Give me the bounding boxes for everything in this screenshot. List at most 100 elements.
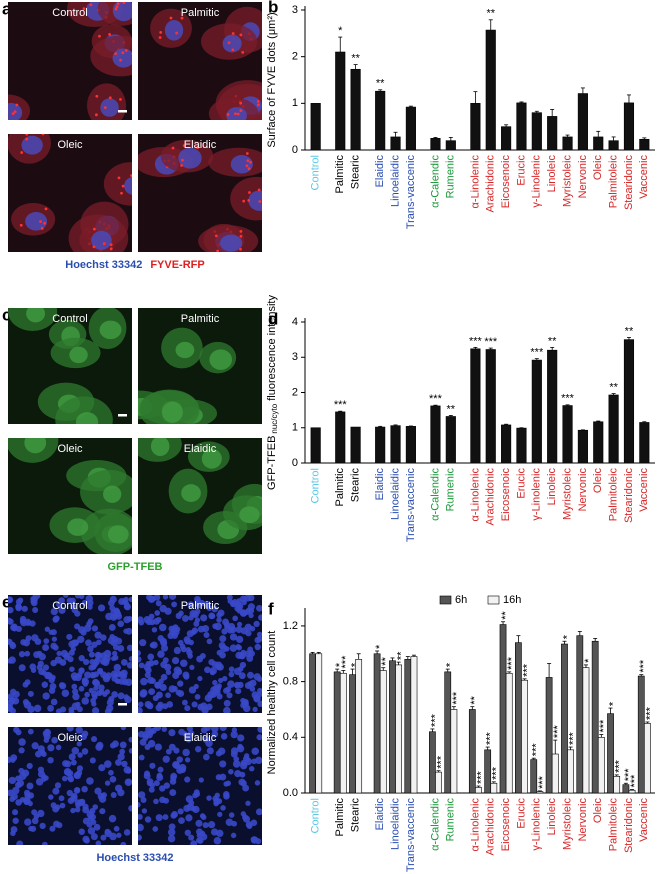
nucleus	[197, 675, 203, 682]
nucleus	[184, 757, 191, 763]
x-tick-label: Eicosenoic	[500, 798, 512, 852]
significance: ***	[629, 774, 641, 788]
significance: ***	[475, 770, 487, 784]
significance: ***	[485, 731, 497, 745]
nucleus	[244, 682, 252, 689]
nucleus	[26, 782, 34, 790]
nucleus	[177, 690, 185, 698]
nucleus	[81, 748, 89, 755]
nucleus	[110, 670, 118, 678]
nucleus	[20, 639, 27, 646]
bar	[577, 93, 588, 151]
nucleus	[178, 728, 185, 736]
bar	[445, 140, 456, 151]
significance: **	[351, 53, 360, 65]
significance: ***	[469, 335, 483, 347]
significance: **	[447, 403, 456, 415]
nucleus	[204, 666, 211, 674]
y-tick-label: 1	[292, 97, 298, 109]
nucleus	[17, 597, 24, 604]
fyve-dot	[241, 51, 245, 54]
significance: ***	[537, 775, 549, 789]
nucleus	[169, 595, 177, 600]
nucleus	[104, 780, 111, 786]
nucleus	[189, 664, 195, 671]
fyve-dot	[124, 49, 128, 52]
bar	[490, 782, 498, 794]
nucleus	[68, 709, 75, 713]
x-tick-label: Nervonic	[577, 155, 589, 199]
legend-text: FYVE-RFP	[150, 259, 204, 271]
nucleus	[254, 643, 261, 651]
nucleus	[52, 787, 60, 795]
nucleus	[212, 623, 219, 630]
nucleus	[168, 823, 176, 831]
nucleus	[138, 834, 142, 841]
nucleus	[32, 607, 39, 614]
nucleus	[196, 828, 203, 836]
fyve-dot	[256, 103, 260, 107]
nucleus	[253, 620, 260, 628]
nucleus	[66, 597, 74, 604]
fyve-dot	[13, 110, 17, 113]
y-label-main: Normalized healthy cell count	[266, 631, 278, 775]
fyve-dot	[258, 200, 262, 203]
fyve-dot	[233, 112, 237, 116]
nucleus	[139, 639, 147, 647]
x-tick-label: Stearidonic	[623, 155, 635, 211]
nucleus	[214, 792, 220, 798]
nucleus	[115, 759, 122, 766]
bar	[435, 771, 442, 794]
significance: ***	[340, 655, 352, 669]
nucleus	[68, 776, 75, 783]
nucleus	[91, 641, 98, 648]
nucleus	[99, 320, 122, 340]
y-label-rest: fluorescence intensity	[266, 295, 278, 401]
y-label-sub: nuc/cyto	[270, 403, 279, 433]
fyve-dot	[3, 114, 6, 117]
significance: ***	[435, 755, 447, 769]
nucleus	[81, 730, 89, 737]
nucleus	[194, 694, 201, 700]
nucleus	[58, 795, 65, 802]
image-legend: Hoechst 33342	[96, 852, 173, 864]
x-tick-label: Linoleic	[546, 155, 558, 193]
y-tick-label: 0.0	[283, 787, 298, 799]
nucleus	[173, 646, 181, 655]
bar	[608, 140, 619, 151]
nucleus	[43, 733, 51, 741]
nucleus	[181, 699, 188, 706]
fyve-dot	[245, 164, 249, 168]
nucleus	[70, 794, 78, 802]
nucleus	[153, 727, 162, 732]
nucleus	[138, 650, 141, 656]
nucleus	[71, 683, 78, 690]
bar	[379, 670, 387, 794]
bar	[501, 424, 512, 464]
significance: ***	[530, 347, 544, 359]
x-tick-label: α-Calendic	[429, 798, 441, 851]
nucleus	[124, 176, 132, 195]
nucleus	[48, 794, 54, 800]
y-tick-label: 0	[292, 144, 298, 156]
nucleus	[228, 768, 234, 775]
nucleus	[30, 667, 37, 673]
nucleus	[104, 760, 112, 768]
nucleus	[100, 634, 107, 641]
nucleus	[216, 798, 223, 805]
significance: ***	[521, 663, 533, 677]
nucleus	[164, 663, 172, 671]
nucleus	[88, 651, 95, 658]
bar	[475, 787, 482, 794]
nucleus	[226, 595, 233, 601]
nucleus	[240, 780, 247, 787]
nucleus	[182, 671, 190, 679]
nucleus	[100, 98, 119, 117]
nucleus	[10, 830, 16, 837]
nucleus	[54, 782, 62, 789]
bar	[561, 643, 568, 794]
fyve-dot	[25, 137, 29, 141]
significance: ***	[598, 719, 610, 733]
nucleus	[203, 632, 210, 639]
significance: **	[625, 325, 634, 337]
